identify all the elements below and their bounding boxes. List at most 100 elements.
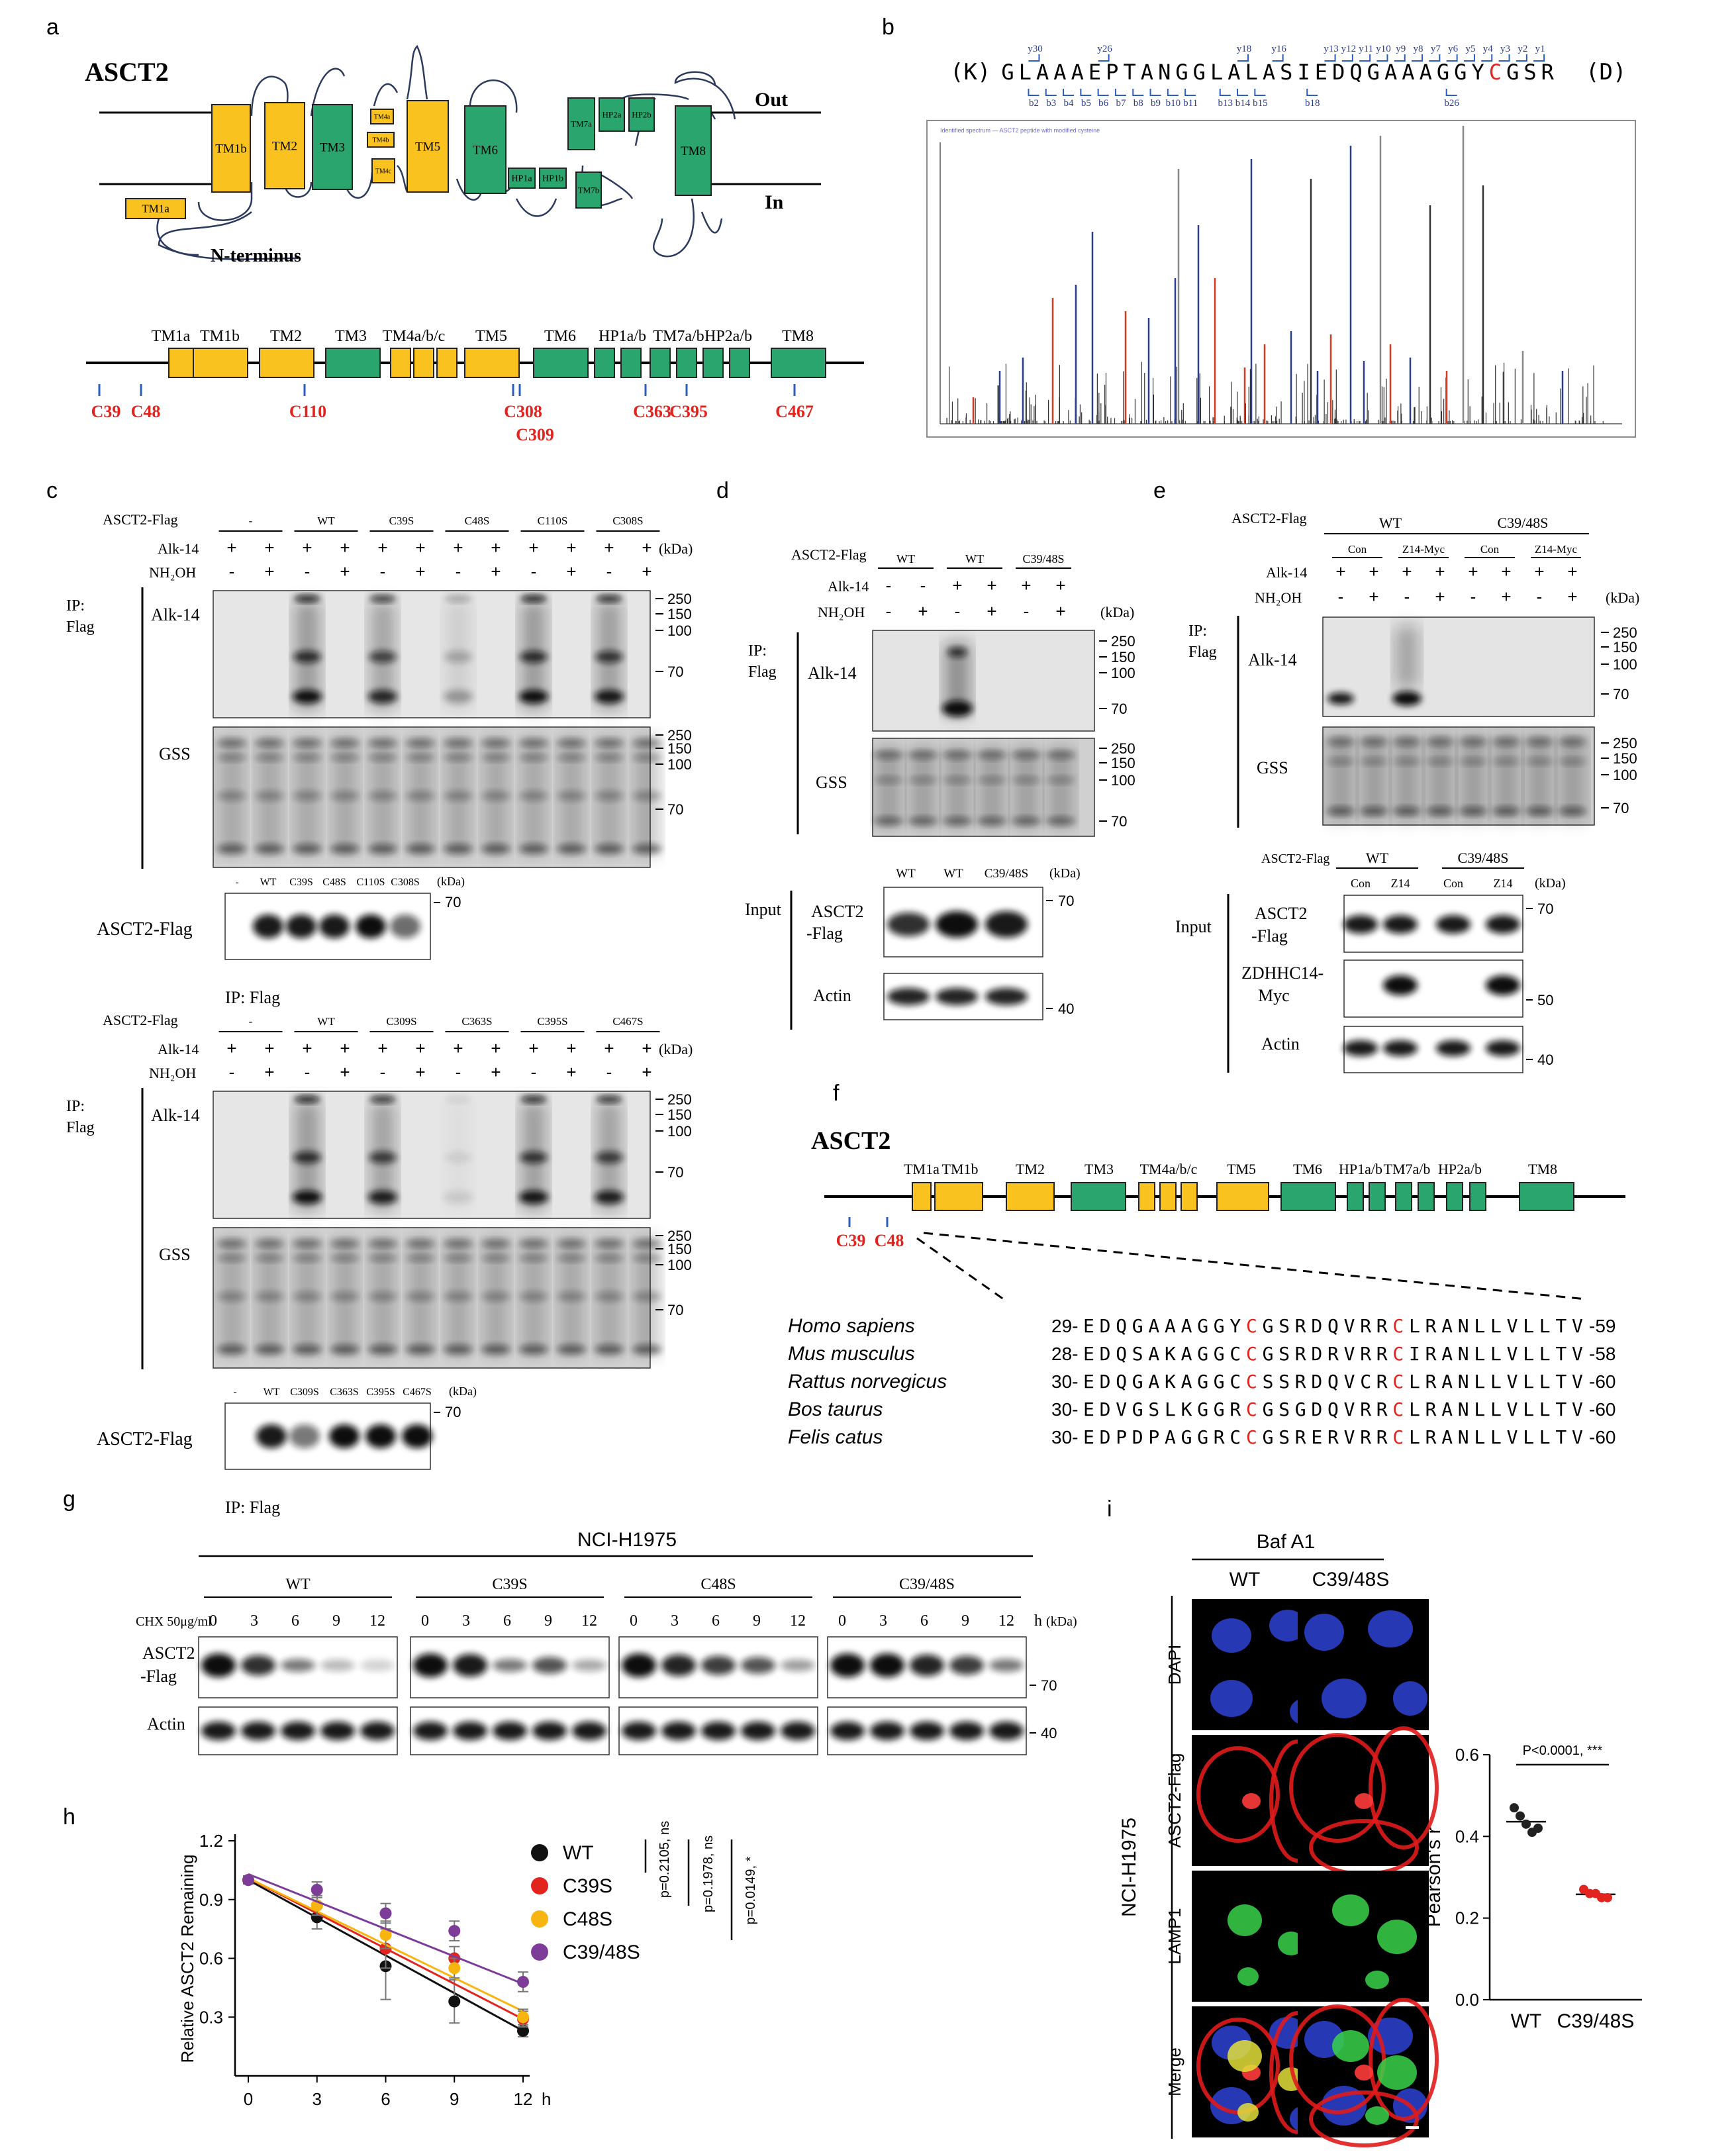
alk14-band-mid <box>293 651 321 663</box>
residue: V <box>1344 1315 1355 1337</box>
blot-label: -Flag <box>1251 926 1288 946</box>
residue: K <box>1181 1398 1192 1420</box>
gss-band <box>330 1255 360 1261</box>
helix-label: HP2a <box>603 109 622 119</box>
sign: + <box>264 1062 274 1082</box>
gss-band <box>1459 738 1487 746</box>
linear-domain-label: TM8 <box>782 328 814 345</box>
alk14-band-high <box>294 595 320 602</box>
group-label: WT <box>896 552 915 565</box>
helix-TM4b <box>367 132 395 148</box>
actin-blot-C48S <box>618 1706 818 1755</box>
gss-band <box>444 739 473 747</box>
b-ion-bracket <box>1114 89 1126 96</box>
x-tick-label: 12 <box>514 2089 533 2109</box>
blot-label: ASCT2 <box>1255 904 1307 923</box>
gss-band <box>1393 738 1421 746</box>
sign: + <box>415 562 425 581</box>
sign: - <box>606 562 612 581</box>
gss-band <box>368 1292 397 1301</box>
ip-label: Flag <box>66 618 95 636</box>
kda-label: (kDa) <box>1046 1614 1077 1629</box>
residue: D <box>1100 1426 1111 1448</box>
y-ion-label: y4 <box>1483 44 1494 54</box>
linear-domain-label: TM3 <box>1085 1161 1114 1177</box>
residue: G <box>1132 1398 1143 1420</box>
gss-band <box>1492 738 1520 746</box>
actin-band <box>1343 1040 1378 1056</box>
b-ion-bracket <box>1306 89 1318 96</box>
sign: + <box>604 1038 614 1058</box>
asct2-band <box>1343 915 1378 934</box>
residue: G <box>1197 1315 1208 1337</box>
sign: + <box>1567 587 1577 607</box>
peptide-residue: Y <box>1471 60 1484 85</box>
asct2-band <box>365 1424 396 1448</box>
panel-g: NCI-H1975 WT 0 3 6 9 12 C39S 0 3 6 9 12 C48S 0 3 6 9 12 C39… <box>136 1529 1077 1741</box>
connecting-loop <box>310 68 346 117</box>
panel-letter-f: f <box>833 1081 840 1106</box>
residue: G <box>1263 1426 1274 1448</box>
peptide-residue: E <box>1088 60 1101 85</box>
sign: + <box>1501 562 1511 581</box>
n-terminus-tail <box>156 218 199 256</box>
residue: N <box>1458 1398 1469 1420</box>
ip-label: IP: <box>66 597 85 614</box>
peptide-residue: A <box>1384 60 1397 85</box>
marker-label: 70 <box>445 894 461 910</box>
alk14-band-high <box>596 595 622 602</box>
residue: D <box>1100 1315 1111 1337</box>
panel-letter-i: i <box>1107 1496 1112 1522</box>
group-label: C39/48S <box>1022 552 1064 565</box>
marker-label: 70 <box>667 1302 683 1318</box>
cysteine-label: C467 <box>775 402 814 421</box>
asct2-band <box>201 1653 236 1677</box>
group-label: WT <box>965 552 984 565</box>
residue: D <box>1100 1371 1111 1393</box>
sign: - <box>1537 587 1543 607</box>
b-ion-label: b5 <box>1081 98 1091 109</box>
peptide-residue: A <box>1141 60 1153 85</box>
y-ion-bracket <box>1272 54 1284 62</box>
x-category-label: C39/48S <box>1557 2010 1635 2032</box>
sign: + <box>415 1062 425 1082</box>
helix-TM5 <box>407 100 449 193</box>
asct2-band <box>985 911 1028 938</box>
cell-signal <box>1393 1681 1427 1716</box>
residue: C <box>1392 1426 1404 1448</box>
sign: + <box>491 538 501 558</box>
sign: + <box>1055 601 1065 621</box>
y-ion-label: y30 <box>1028 44 1043 54</box>
cysteine-label: C395 <box>669 402 708 421</box>
residue: D <box>1311 1343 1322 1365</box>
row-label: NH₂OH <box>149 1065 196 1081</box>
residue: C <box>1246 1343 1257 1365</box>
residue: A <box>1181 1343 1192 1365</box>
panel-c-bottom_groups: ASCT2-Flag - WT C309S C363S C395S C467S Alk-14 N… <box>66 1012 693 1369</box>
gss-band <box>217 844 246 854</box>
y-ion-bracket <box>1533 54 1545 62</box>
asct2-band <box>622 1653 656 1677</box>
smear <box>1047 747 1074 828</box>
sign: + <box>987 601 996 621</box>
out-label: Out <box>755 89 788 111</box>
residue: D <box>1100 1343 1111 1365</box>
group-label: WT <box>1366 850 1389 866</box>
actin-band <box>985 988 1028 1005</box>
alk14-band-mid <box>444 1152 472 1163</box>
column-label: C39/48S <box>1312 1569 1390 1591</box>
linear-domain <box>771 348 826 378</box>
gss-band <box>217 1292 246 1301</box>
in-label: In <box>765 191 784 213</box>
data-point <box>379 1907 392 1920</box>
b-ion-bracket <box>1167 89 1179 96</box>
sign: + <box>1369 562 1378 581</box>
gss-band <box>1459 758 1487 765</box>
residue: K <box>1165 1371 1176 1393</box>
gss-band <box>1327 738 1355 746</box>
linear-domain-label: TM8 <box>1528 1161 1557 1177</box>
time-label: 9 <box>332 1612 340 1630</box>
kda-label: (kDa) <box>1049 866 1081 881</box>
residue: A <box>1441 1371 1453 1393</box>
